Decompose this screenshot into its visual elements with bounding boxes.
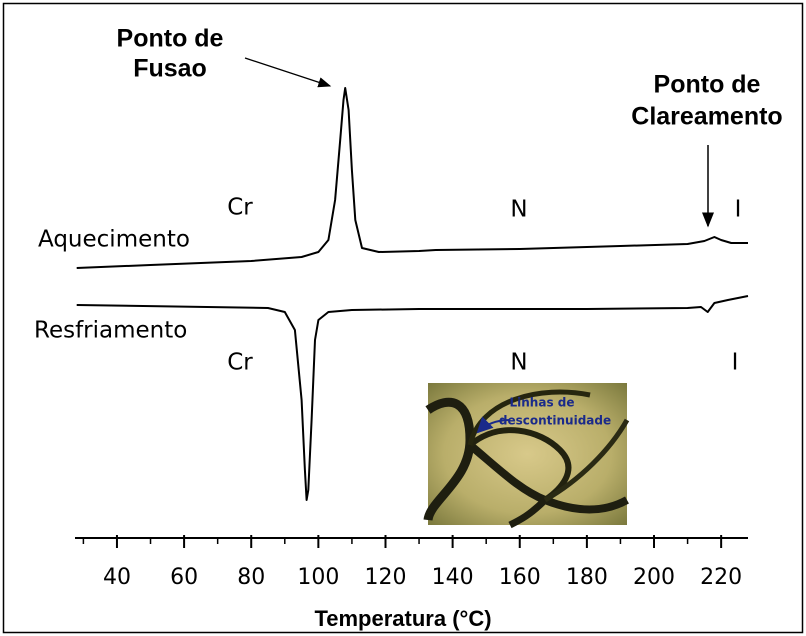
- phase-label: I: [735, 197, 742, 223]
- phase-label: N: [510, 197, 527, 223]
- line: [76, 87, 748, 269]
- melting-label: Ponto de: [117, 25, 224, 53]
- phase-label: Cr: [227, 350, 253, 376]
- x-tick-label: 140: [432, 565, 474, 590]
- phase-label: Cr: [227, 195, 253, 221]
- inset-label: Linhas de: [510, 396, 575, 410]
- x-tick-label: 80: [237, 565, 265, 590]
- series-label: Aquecimento: [38, 227, 190, 253]
- clearing-label: Clareamento: [631, 103, 782, 131]
- melting-label: Fusao: [133, 55, 207, 83]
- x-tick-label: 180: [566, 565, 608, 590]
- x-tick-label: 60: [170, 565, 198, 590]
- phase-label: I: [732, 350, 739, 376]
- x-tick-label: 100: [297, 565, 339, 590]
- series-label: Resfriamento: [34, 318, 187, 344]
- clearing-label: Ponto de: [654, 71, 761, 99]
- x-tick-label: 160: [499, 565, 541, 590]
- x-tick-label: 120: [364, 565, 406, 590]
- line: [76, 295, 749, 501]
- inset-image: [423, 383, 630, 529]
- x-axis-title: Temperatura (°C): [314, 606, 491, 631]
- x-tick-label: 40: [103, 565, 131, 590]
- x-tick-label: 200: [633, 565, 675, 590]
- x-tick-label: 220: [700, 565, 742, 590]
- inset-label: descontinuidade: [499, 414, 611, 428]
- arrow: [244, 57, 332, 88]
- phase-label: N: [510, 350, 527, 376]
